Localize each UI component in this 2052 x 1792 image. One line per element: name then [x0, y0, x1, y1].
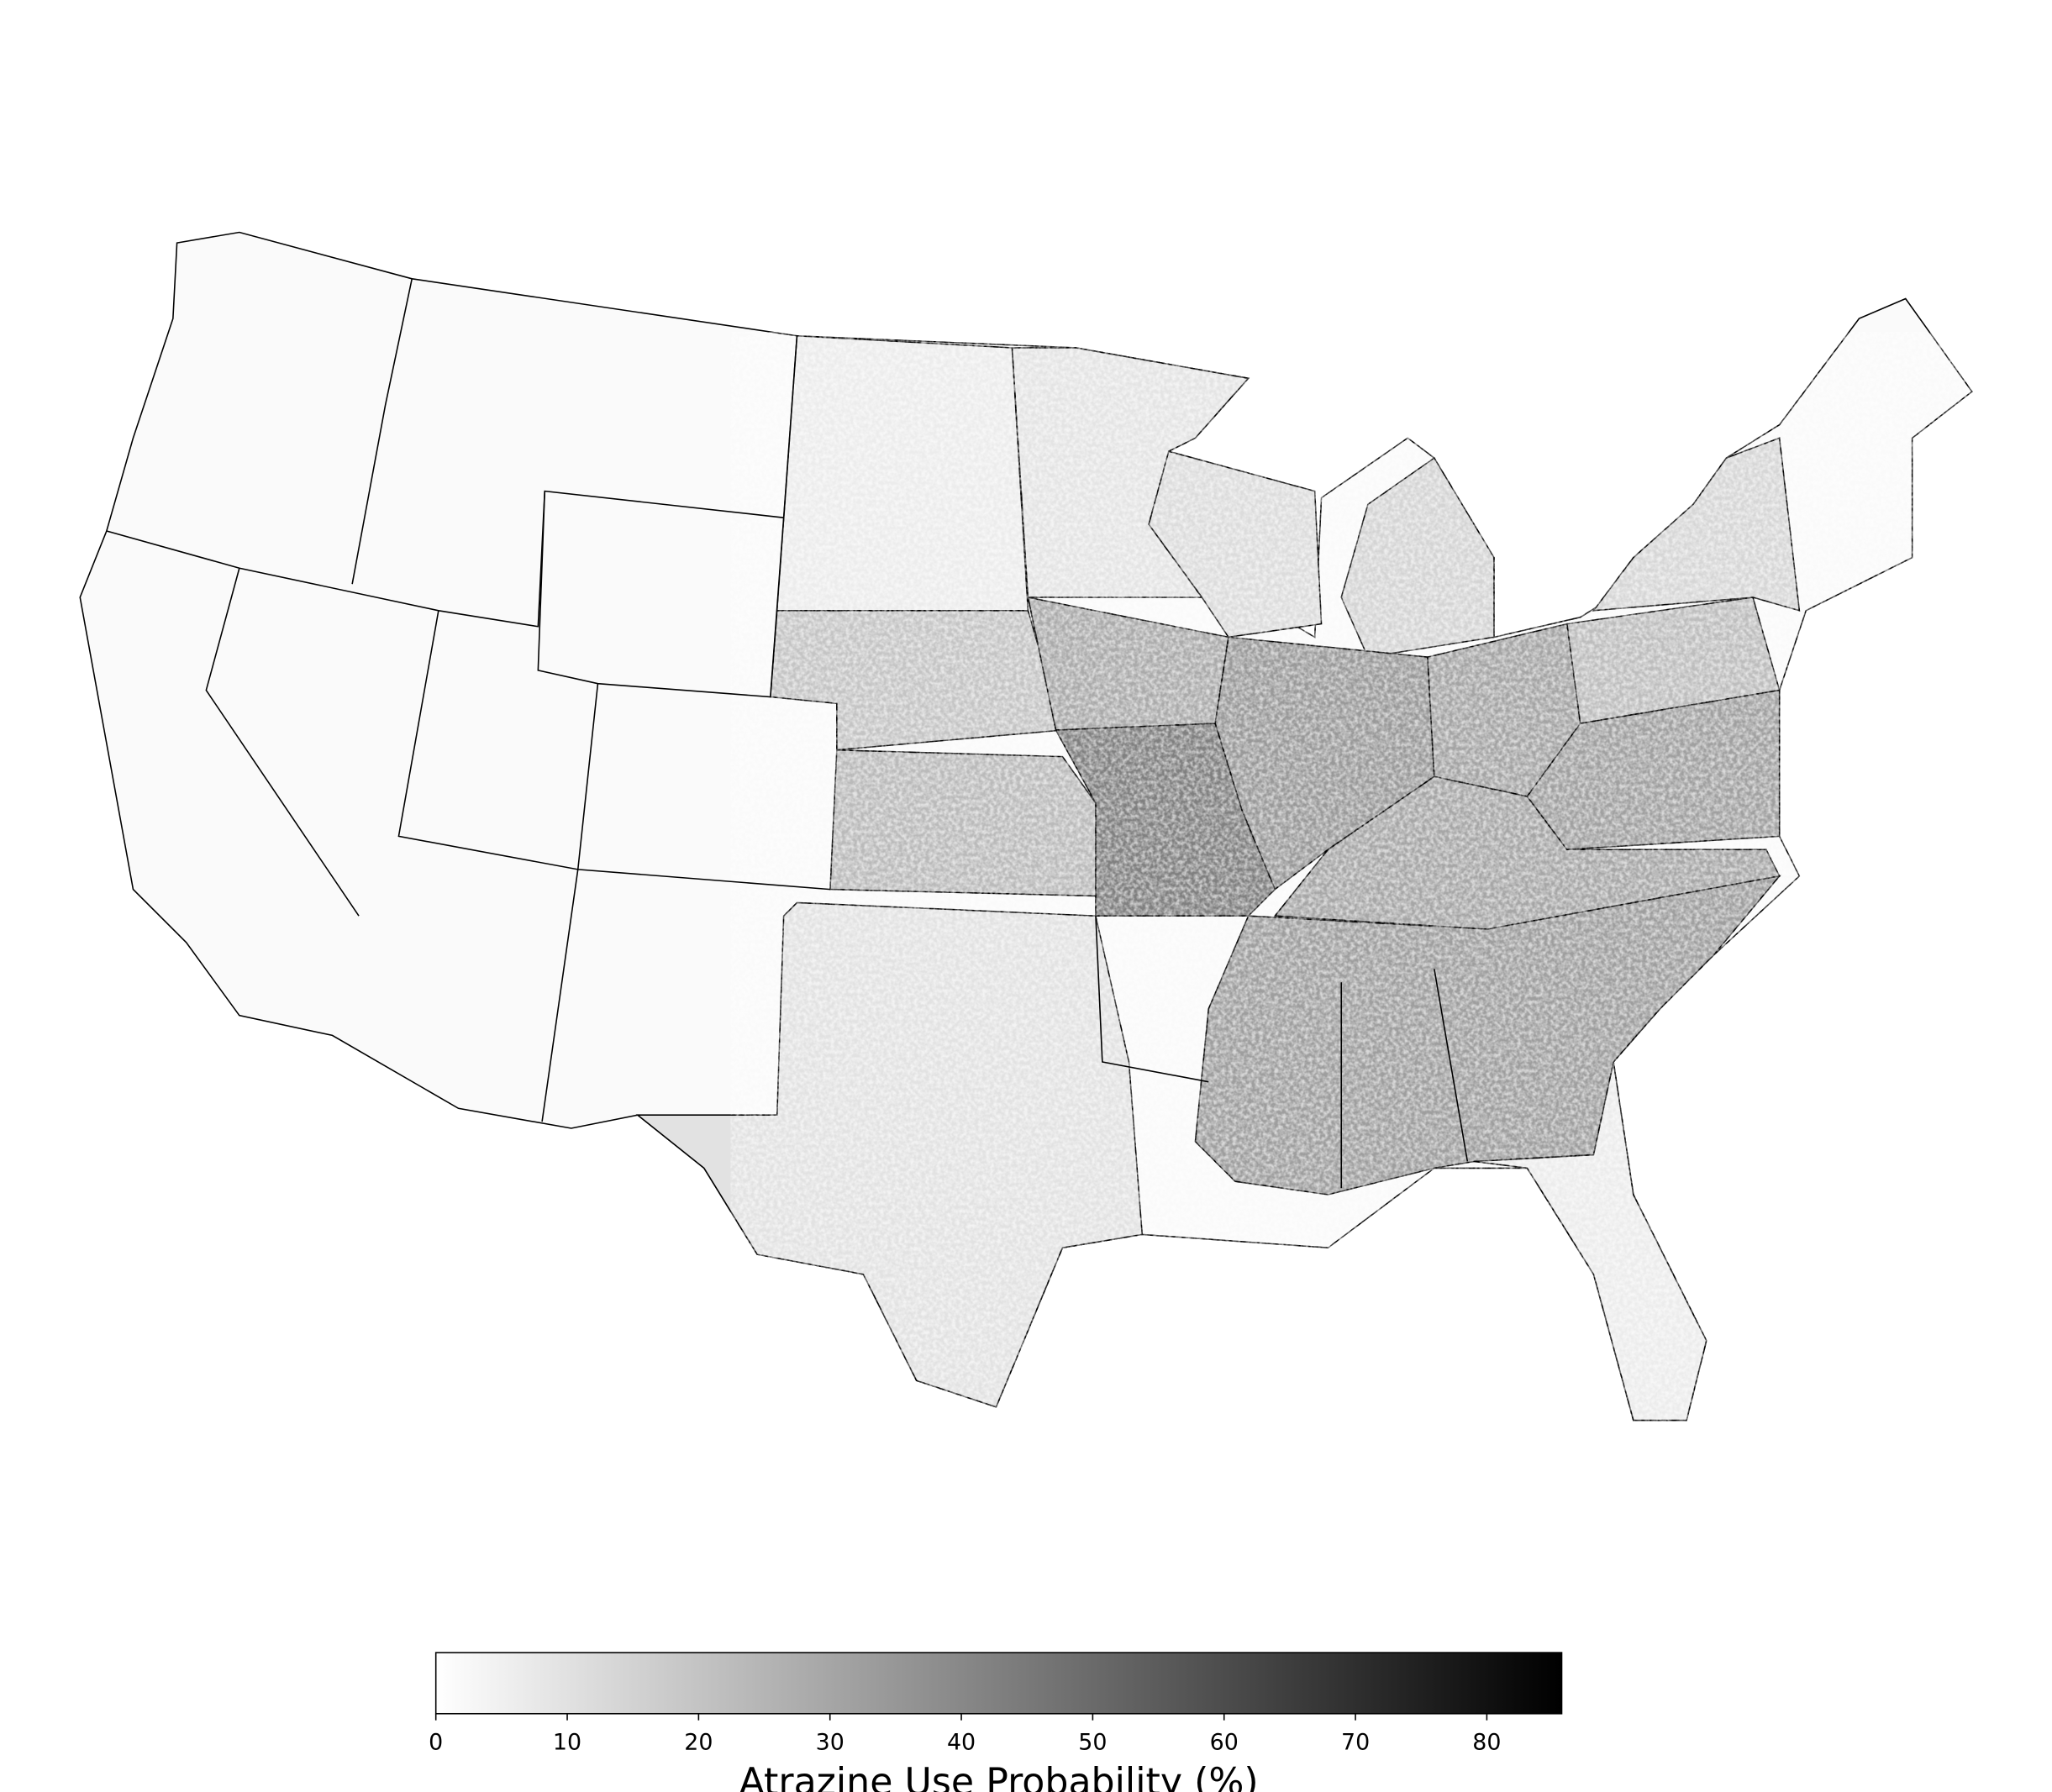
colorbar-tick-label: 30: [816, 1729, 844, 1755]
colorbar-label: Atrazine Use Probability (%): [739, 1761, 1259, 1792]
state-border: [541, 683, 599, 1122]
state-borders: [106, 278, 1469, 1189]
colorbar-tick-label: 0: [429, 1729, 443, 1755]
state-border: [205, 568, 360, 917]
state-border: [1340, 969, 1469, 1189]
texture: [730, 332, 1972, 1427]
us-map: [79, 231, 1973, 1427]
colorbar-tick-label: 80: [1472, 1729, 1501, 1755]
colorbar-tick-label: 20: [684, 1729, 713, 1755]
colorbar-tick-label: 60: [1210, 1729, 1239, 1755]
state-border: [537, 491, 785, 698]
state-border: [351, 278, 413, 585]
state-border: [1095, 916, 1209, 1083]
colorbar-tick-label: 50: [1078, 1729, 1107, 1755]
colorbar-tick-label: 10: [553, 1729, 581, 1755]
colorbar-tick-label: 40: [947, 1729, 976, 1755]
state-border: [397, 610, 831, 891]
colorbar-gradient: [434, 1652, 1563, 1715]
colorbar: 0 10 20 30 40 50 60 70 80 Atrazine Use Probabilit…: [429, 1652, 1563, 1792]
colorbar-tick-label: 70: [1341, 1729, 1370, 1755]
